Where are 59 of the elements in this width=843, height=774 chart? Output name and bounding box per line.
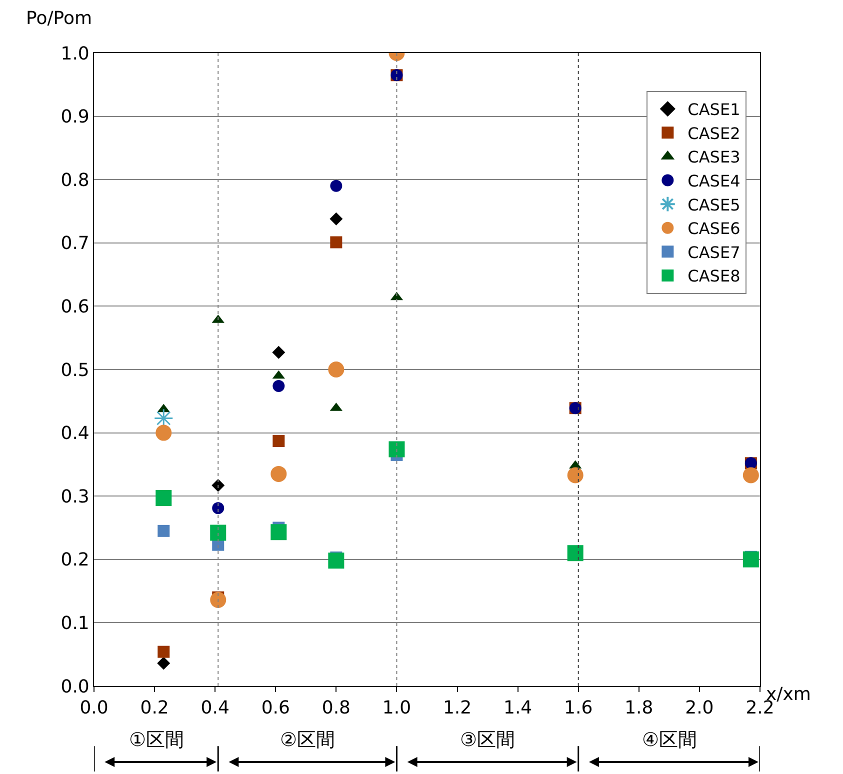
- point: [272, 435, 285, 448]
- point: [742, 467, 759, 484]
- point: [270, 524, 287, 540]
- point: [330, 236, 342, 248]
- text: ④区間: [642, 729, 698, 751]
- point: [156, 490, 172, 506]
- y-tick-label: 0.1: [60, 613, 90, 634]
- y-tick-label: 0.4: [60, 423, 90, 444]
- x-tick-label: 0.8: [322, 698, 350, 719]
- x-tick-label: 1.4: [504, 698, 532, 719]
- x-tick-label: 1.0: [382, 698, 412, 719]
- legend-label: CASE5: [688, 195, 740, 214]
- point: [272, 346, 286, 359]
- x-tick-label: 2.0: [685, 698, 714, 719]
- point: [388, 441, 405, 458]
- point: [272, 380, 285, 392]
- legend-label: CASE2: [688, 124, 740, 143]
- text: ②区間: [280, 729, 336, 751]
- text: ①区間: [129, 729, 184, 751]
- point: [742, 551, 759, 568]
- y-tick-label: 0.3: [60, 486, 90, 508]
- y-tick-label: 1.0: [60, 43, 90, 64]
- point: [158, 646, 170, 658]
- legend-label: CASE8: [688, 266, 740, 286]
- legend-label: CASE4: [688, 172, 740, 191]
- y-tick-label: 0.6: [60, 296, 90, 318]
- x-tick-label: 1.8: [624, 698, 654, 719]
- text: ③区間: [460, 729, 516, 751]
- point: [156, 424, 172, 441]
- y-tick-label: 0.2: [60, 550, 90, 571]
- point: [270, 466, 287, 482]
- x-tick-label: 1.2: [442, 698, 472, 719]
- legend-label: CASE3: [688, 148, 740, 167]
- point: [157, 656, 170, 670]
- point: [567, 467, 584, 484]
- point: [210, 592, 226, 608]
- x-tick-label: 0.4: [200, 698, 230, 719]
- y-axis-title: Po/Pom: [26, 8, 92, 29]
- point: [212, 502, 224, 514]
- point: [330, 212, 343, 226]
- y-tick-label: 0.7: [60, 233, 90, 254]
- point: [210, 524, 226, 541]
- legend-label: CASE1: [688, 100, 740, 120]
- y-tick-label: 0.0: [60, 676, 90, 698]
- x-tick-label: 0.2: [140, 698, 169, 719]
- legend-label: CASE7: [688, 242, 740, 262]
- legend-label: CASE6: [688, 219, 740, 238]
- point: [328, 552, 344, 569]
- point: [328, 362, 344, 378]
- x-tick-label: 1.6: [564, 698, 593, 719]
- point: [330, 180, 342, 192]
- x-tick-label: 0.6: [261, 698, 290, 719]
- point: [567, 545, 584, 562]
- point: [212, 478, 225, 492]
- point: [158, 524, 170, 537]
- x-tick-label: 0.0: [80, 698, 108, 719]
- y-tick-label: 0.8: [60, 170, 90, 191]
- y-tick-label: 0.5: [60, 360, 90, 381]
- y-tick-label: 0.9: [60, 106, 90, 128]
